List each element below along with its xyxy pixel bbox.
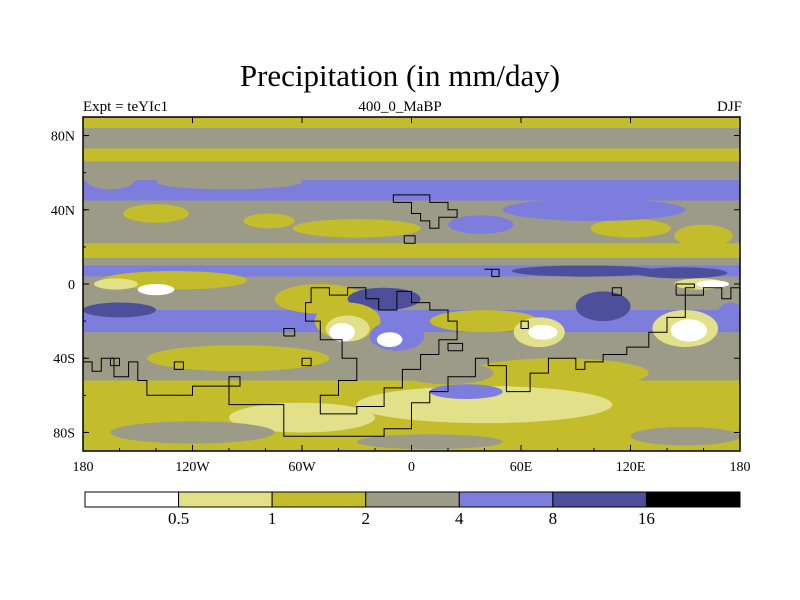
precip-region xyxy=(123,204,189,223)
colorbar-label: 0.5 xyxy=(168,509,189,528)
colorbar-segment xyxy=(84,491,180,508)
x-tick-label: 60W xyxy=(288,460,316,475)
axes-layer: 180 120W 60W 0 60E 120E 180 80N 40N 0 40S 80S xyxy=(51,117,751,475)
colorbar-label: 1 xyxy=(268,509,277,528)
precip-region xyxy=(110,421,275,444)
chart-title: Precipitation (in mm/day) xyxy=(239,58,561,93)
coastline xyxy=(83,287,740,437)
precip-band xyxy=(83,258,740,266)
precip-region xyxy=(292,219,421,238)
y-tick-label: 0 xyxy=(68,278,75,293)
precip-band xyxy=(83,128,740,149)
precip-region xyxy=(376,332,403,348)
x-tick-label: 120W xyxy=(175,460,210,475)
precip-band xyxy=(83,265,740,277)
precip-region xyxy=(356,386,613,424)
colorbar-label: 4 xyxy=(455,509,464,528)
colorbar-segment xyxy=(458,491,554,508)
colorbar-segment xyxy=(552,491,647,508)
coastline xyxy=(447,342,464,352)
precip-region xyxy=(590,219,671,238)
colorbar-label: 16 xyxy=(638,509,655,528)
precip-region xyxy=(243,213,295,229)
precip-region xyxy=(502,198,686,221)
precip-region xyxy=(528,324,558,340)
coastline xyxy=(484,268,500,278)
coastline xyxy=(611,287,622,296)
precip-band xyxy=(83,276,740,288)
precip-region xyxy=(402,361,494,385)
precip-region xyxy=(630,426,740,446)
precip-band xyxy=(83,309,740,333)
precip-region xyxy=(696,280,730,288)
x-tick-label: 0 xyxy=(408,460,415,475)
precip-region xyxy=(575,291,631,322)
coastline xyxy=(520,320,529,329)
x-tick-label: 180 xyxy=(730,460,751,475)
precip-region xyxy=(716,302,740,333)
coastline xyxy=(301,357,312,367)
precip-region xyxy=(674,224,733,247)
colorbar-label: 8 xyxy=(549,509,558,528)
precip-region xyxy=(83,302,156,318)
colorbar-segment xyxy=(365,491,460,508)
colorbar-segment xyxy=(271,491,367,508)
coastline-layer xyxy=(83,194,740,437)
precip-region xyxy=(511,265,658,277)
y-tick-label: 40N xyxy=(51,204,75,219)
precip-region xyxy=(448,215,514,234)
precip-region xyxy=(101,271,248,290)
coastline xyxy=(403,235,416,244)
precip-region xyxy=(137,284,175,296)
precip-region xyxy=(93,278,138,290)
precip-region xyxy=(84,167,136,190)
coastline xyxy=(283,328,296,337)
y-tick-label: 80S xyxy=(53,426,75,441)
colorbar-segment xyxy=(178,491,273,508)
precip-region xyxy=(146,345,330,372)
coastline xyxy=(228,376,241,387)
precip-region xyxy=(356,434,503,450)
x-tick-label: 180 xyxy=(73,460,94,475)
colorbar-segment xyxy=(645,491,741,508)
x-tick-label: 60E xyxy=(510,460,533,475)
precip-region xyxy=(229,402,375,433)
subtitle-age: 400_0_MaBP xyxy=(358,99,442,115)
precip-region xyxy=(466,358,649,388)
plot-area xyxy=(83,117,740,451)
subtitle-season: DJF xyxy=(716,99,742,115)
coastline xyxy=(305,287,458,415)
coastline xyxy=(173,361,184,370)
colorbar: 0.5 1 2 4 8 16 xyxy=(84,491,741,528)
colorbar-label: 2 xyxy=(361,509,370,528)
precip-region xyxy=(635,267,728,279)
coastline xyxy=(392,194,458,229)
precip-region xyxy=(92,386,184,405)
y-tick-label: 40S xyxy=(53,352,75,367)
coastline xyxy=(109,357,120,367)
y-tick-label: 80N xyxy=(51,130,75,145)
subtitle-experiment: Expt = teYIc1 xyxy=(83,99,169,115)
precip-region xyxy=(670,319,708,342)
x-tick-label: 120E xyxy=(616,460,646,475)
precip-region xyxy=(156,174,302,190)
precip-band xyxy=(83,243,740,259)
precip-band xyxy=(83,148,740,162)
coastline xyxy=(675,283,695,296)
precip-region xyxy=(329,322,355,342)
